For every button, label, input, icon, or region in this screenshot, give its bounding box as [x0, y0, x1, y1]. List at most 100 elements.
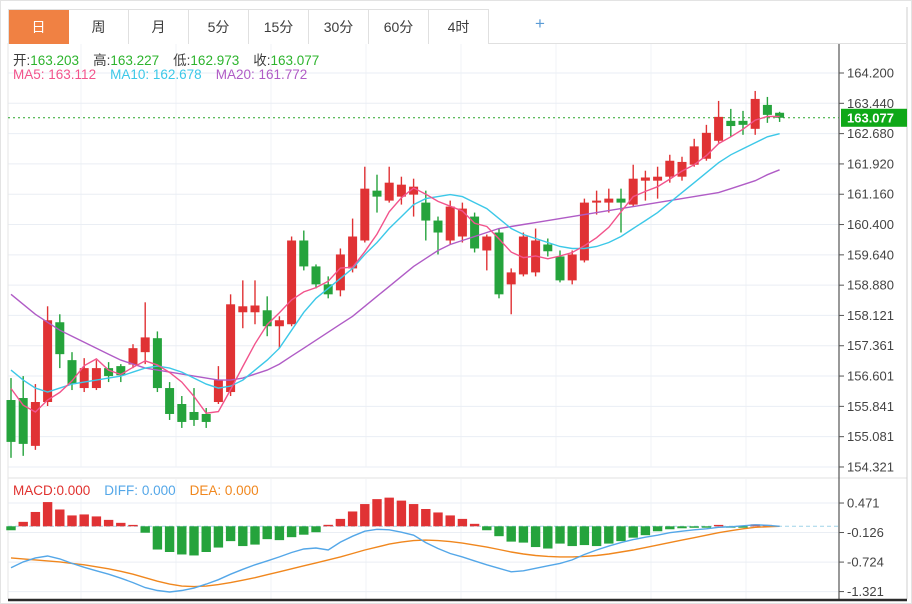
- candle-body: [494, 232, 504, 295]
- candle-body: [360, 188, 370, 241]
- macd-bar: [250, 526, 260, 545]
- tab-interval-1[interactable]: 周: [69, 10, 129, 44]
- macd-bar: [738, 526, 748, 528]
- macd-bar: [201, 526, 211, 552]
- candle-body: [6, 400, 16, 442]
- ma5-label: MA5: 163.112: [13, 67, 97, 82]
- candle-body: [140, 337, 150, 353]
- candle-body: [55, 322, 65, 355]
- macd-bar: [372, 499, 382, 527]
- price-tick-label: 161.920: [847, 156, 894, 171]
- macd-bar: [433, 512, 443, 527]
- macd-bar: [689, 526, 699, 528]
- macd-bar: [262, 526, 272, 540]
- candle-body: [592, 200, 602, 203]
- open-value: 163.203: [30, 53, 80, 68]
- macd-tick-label: -0.724: [847, 555, 884, 570]
- ma10-line: [10, 133, 780, 393]
- macd-bar: [347, 511, 358, 527]
- macd-bar: [299, 526, 309, 535]
- price-tick-label: 155.841: [847, 399, 894, 414]
- macd-bar: [18, 521, 28, 527]
- plus-icon[interactable]: +: [535, 14, 545, 33]
- tab-interval-5[interactable]: 30分: [309, 10, 369, 44]
- macd-bar: [189, 526, 199, 556]
- candle-body: [43, 320, 53, 403]
- candle-body: [409, 186, 419, 195]
- macd-bar: [128, 524, 138, 527]
- candle-body: [701, 132, 711, 159]
- candle-body: [335, 254, 345, 291]
- candle-body: [543, 244, 553, 252]
- candle-body: [640, 177, 650, 181]
- macd-bar: [530, 526, 541, 548]
- macd-bar: [555, 526, 565, 544]
- macd-bar: [701, 526, 712, 528]
- macd-bar: [177, 526, 187, 555]
- price-tick-label: 157.361: [847, 338, 894, 353]
- ma-readout: MA5: 163.112 MA10: 162.678 MA20: 161.772: [13, 67, 307, 82]
- macd-bar: [579, 526, 590, 546]
- macd-bar: [323, 524, 333, 527]
- dea-line: [10, 525, 780, 588]
- macd-bar: [543, 526, 553, 549]
- macd-bar: [640, 526, 651, 536]
- macd-bar: [506, 526, 516, 542]
- candle-body: [665, 160, 675, 177]
- candle-body: [323, 284, 333, 295]
- price-tick-label: 154.321: [847, 459, 894, 474]
- macd-bar: [384, 497, 394, 527]
- open-label: 开:: [13, 53, 31, 68]
- candle-body: [628, 178, 638, 205]
- candle-body: [567, 254, 577, 281]
- macd-bar: [152, 526, 163, 550]
- macd-bar: [6, 526, 16, 531]
- macd-bar: [311, 526, 321, 533]
- macd-bar: [140, 526, 150, 533]
- macd-bar: [103, 519, 114, 527]
- macd-bar: [360, 504, 370, 527]
- candle-body: [177, 404, 187, 422]
- macd-bar: [274, 526, 285, 541]
- price-tick-label: 156.601: [847, 369, 894, 384]
- macd-bar: [616, 526, 626, 542]
- high-label: 高:: [93, 53, 111, 68]
- low-label: 低:: [173, 53, 191, 68]
- candle-body: [311, 266, 321, 285]
- candle-body: [67, 360, 77, 385]
- candle-body: [372, 190, 382, 197]
- macd-readout: MACD:0.000 DIFF: 0.000 DEA: 0.000: [13, 483, 259, 498]
- candle-body: [396, 184, 406, 197]
- price-tick-label: 158.121: [847, 308, 894, 323]
- candle-body: [775, 112, 785, 118]
- tab-interval-0[interactable]: 日: [9, 10, 69, 44]
- macd-bar: [30, 511, 41, 527]
- price-tick-label: 159.640: [847, 247, 894, 262]
- dea-label: DEA: 0.000: [189, 483, 259, 498]
- candle-body: [287, 240, 297, 325]
- candle-body: [677, 161, 687, 177]
- tab-interval-6[interactable]: 60分: [369, 10, 429, 44]
- ma10-label: MA10: 162.678: [110, 67, 202, 82]
- candle-body: [506, 272, 516, 285]
- tab-interval-7[interactable]: 4时: [429, 10, 489, 44]
- candle-body: [750, 98, 760, 129]
- tab-interval-2[interactable]: 月: [129, 10, 189, 44]
- candle-body: [689, 146, 699, 165]
- candle-body: [714, 116, 724, 141]
- macd-bar: [42, 502, 53, 527]
- candle-body: [262, 310, 272, 327]
- tab-interval-3[interactable]: 5分: [189, 10, 249, 44]
- macd-bar: [567, 526, 577, 547]
- candle-body: [738, 120, 748, 125]
- candle-body: [274, 320, 284, 327]
- candle-body: [384, 182, 394, 201]
- interval-tabbar: 日周月 5分 15分 30分 60分 4时: [8, 9, 489, 44]
- macd-bar: [591, 526, 602, 547]
- macd-tick-label: -1.321: [847, 584, 884, 599]
- macd-bar: [116, 522, 126, 527]
- tab-interval-4[interactable]: 15分: [249, 10, 309, 44]
- candle-body: [518, 236, 528, 275]
